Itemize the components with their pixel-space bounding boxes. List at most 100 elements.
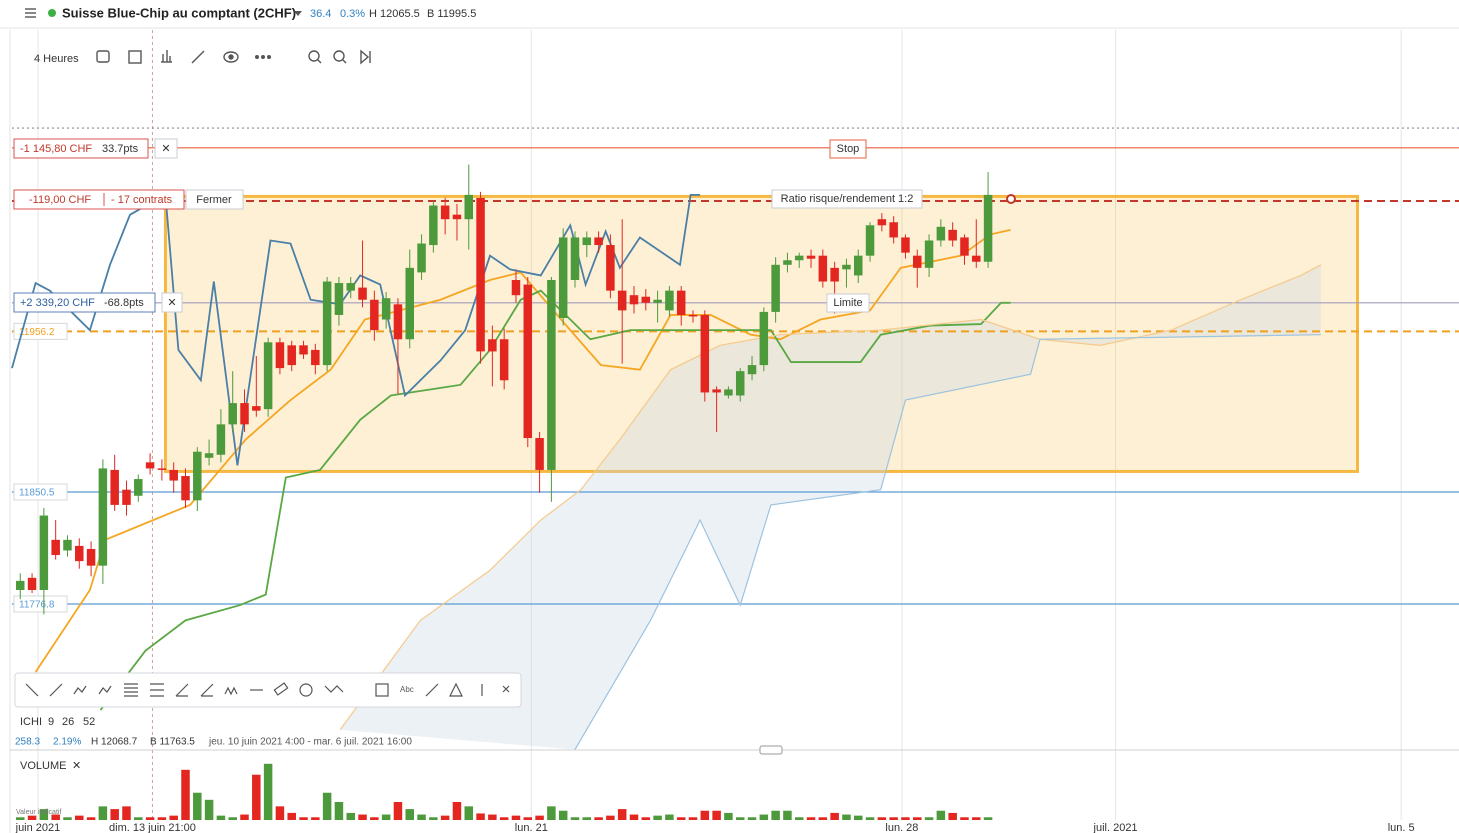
candle-body bbox=[865, 225, 875, 256]
price-tag: 11850.5 bbox=[19, 488, 55, 499]
candle-body bbox=[252, 406, 261, 411]
volume-bar bbox=[665, 814, 674, 820]
volume-bar bbox=[228, 817, 237, 820]
volume-bar bbox=[641, 817, 651, 820]
high: H 12065.5 bbox=[369, 8, 420, 20]
candle-body bbox=[216, 424, 226, 455]
candle-body bbox=[204, 453, 214, 458]
stop-tag: Stop bbox=[837, 143, 860, 155]
candle-body bbox=[523, 284, 533, 439]
candle-body bbox=[535, 438, 544, 470]
stop-close-btn[interactable] bbox=[154, 138, 178, 159]
dropdown-arrow[interactable] bbox=[294, 11, 302, 16]
volume-bar bbox=[86, 817, 96, 820]
entry-pnl: -119,00 CHF bbox=[29, 194, 91, 206]
candle-body bbox=[39, 515, 49, 590]
order-marker[interactable] bbox=[1006, 194, 1016, 204]
close-x[interactable]: ✕ bbox=[167, 297, 176, 309]
volume-close[interactable]: ✕ bbox=[72, 760, 81, 772]
volume-bar bbox=[794, 817, 804, 820]
limit-tag-box[interactable] bbox=[826, 293, 870, 313]
candle-body bbox=[901, 237, 910, 253]
candle-body bbox=[747, 365, 757, 375]
entry-label-box[interactable] bbox=[13, 189, 185, 210]
candle-body bbox=[983, 194, 993, 262]
volume-bar bbox=[204, 799, 214, 820]
volume-bar bbox=[122, 806, 131, 820]
candle-body bbox=[16, 580, 25, 590]
candle-body bbox=[547, 279, 556, 470]
candle-body bbox=[724, 389, 733, 396]
volume-bar bbox=[594, 817, 603, 820]
volume-bar bbox=[169, 815, 178, 820]
candle-body bbox=[641, 296, 651, 303]
x-axis: juin 2021 dim. 13 juin 21:00 lun. 21 lun. 2… bbox=[15, 822, 1415, 833]
volume-bar bbox=[771, 810, 780, 820]
volume-note: Valeur indicatif bbox=[16, 809, 61, 816]
candle-body bbox=[322, 281, 332, 366]
price-tag-box bbox=[13, 322, 68, 340]
candle-body bbox=[275, 342, 285, 369]
stop-tag-box[interactable] bbox=[829, 139, 867, 159]
volume-bar bbox=[712, 810, 721, 820]
stop-pnl: -1 145,80 CHF bbox=[20, 143, 92, 155]
price-tag: 11956.2 bbox=[19, 327, 55, 338]
volume-bar bbox=[311, 817, 320, 820]
volume-bar bbox=[653, 815, 662, 820]
interval[interactable]: 4 Heures bbox=[34, 53, 79, 65]
candle-body bbox=[853, 255, 863, 276]
candle-body bbox=[240, 403, 249, 425]
resize-handle[interactable] bbox=[759, 745, 783, 755]
volume-bar bbox=[913, 817, 922, 820]
volume-bar bbox=[16, 817, 25, 820]
volume-bar bbox=[842, 814, 851, 820]
limit-label-box[interactable] bbox=[13, 292, 156, 313]
candle-body bbox=[134, 479, 143, 496]
x-tick-label: lun. 21 bbox=[515, 822, 548, 833]
instrument-name[interactable]: Suisse Blue-Chip au comptant (2CHF) bbox=[62, 5, 296, 20]
volume-title: VOLUME bbox=[20, 760, 66, 772]
candle-body bbox=[570, 237, 580, 280]
volume-bar bbox=[334, 802, 344, 820]
volume-bar bbox=[27, 815, 37, 820]
candle-body bbox=[913, 255, 922, 268]
volume-bar bbox=[322, 792, 332, 820]
candle-body bbox=[63, 539, 72, 551]
indicator-name[interactable]: ICHI bbox=[20, 716, 42, 728]
x-tick-label: lun. 5 bbox=[1388, 822, 1415, 833]
indicator-param: 9 bbox=[48, 716, 54, 728]
candle-body bbox=[429, 205, 438, 246]
candle-body bbox=[145, 462, 155, 469]
volume-bar bbox=[606, 815, 615, 820]
indicator-param: 26 bbox=[62, 716, 74, 728]
candle-body bbox=[972, 255, 981, 262]
candle-body bbox=[700, 314, 710, 393]
toolbar-icons[interactable] bbox=[96, 49, 371, 65]
volume-bar bbox=[405, 809, 414, 820]
indicator-line bbox=[574, 334, 1321, 750]
volume-bar bbox=[381, 814, 391, 820]
limit-close-btn[interactable] bbox=[161, 292, 183, 313]
drawing-toolbar bbox=[14, 672, 522, 708]
candle-body bbox=[228, 403, 237, 425]
candle-body bbox=[653, 299, 662, 303]
close-btn[interactable] bbox=[185, 189, 244, 210]
candle-body bbox=[594, 237, 603, 246]
menu-icon[interactable] bbox=[25, 8, 36, 18]
stop-label-box[interactable] bbox=[13, 138, 149, 159]
candle-body bbox=[771, 264, 780, 312]
volume-bar bbox=[370, 817, 379, 820]
limit-tag: Limite bbox=[833, 297, 862, 309]
close-text[interactable]: Fermer bbox=[196, 194, 232, 206]
volume-bar bbox=[452, 802, 462, 820]
close-x[interactable]: ✕ bbox=[161, 143, 170, 155]
volume-bar bbox=[39, 809, 49, 820]
candle-body bbox=[629, 295, 639, 305]
volume-bar bbox=[877, 817, 887, 820]
volume-bar bbox=[417, 814, 426, 820]
drawing-tools[interactable]: Abc bbox=[25, 682, 510, 697]
volume-bar bbox=[558, 810, 568, 820]
volume-bar bbox=[570, 817, 580, 820]
candle-body bbox=[499, 339, 509, 381]
volume-bar bbox=[358, 814, 367, 820]
